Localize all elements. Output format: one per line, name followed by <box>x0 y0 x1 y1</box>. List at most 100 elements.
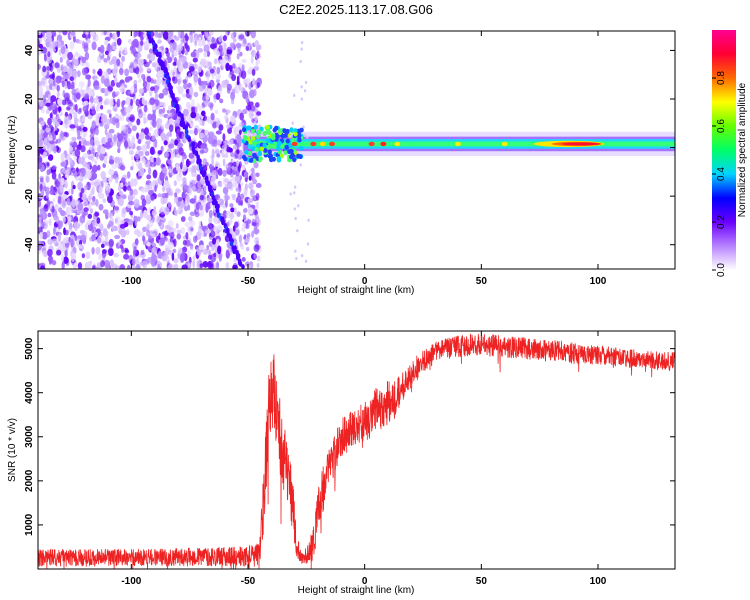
noise-blob <box>177 142 184 148</box>
noise-blob <box>39 231 43 240</box>
noise-blob <box>64 169 70 176</box>
noise-blob <box>230 151 235 158</box>
noise-blob <box>94 159 97 167</box>
carrier-blob <box>285 138 290 144</box>
noise-blob <box>44 203 48 209</box>
noise-blob <box>145 194 151 204</box>
noise-blob <box>95 246 101 255</box>
noise-blob <box>248 182 254 190</box>
noise-blob <box>77 108 82 115</box>
noise-blob <box>62 256 69 264</box>
noise-blob <box>128 116 134 121</box>
noise-blob <box>59 56 63 63</box>
noise-blob <box>299 59 302 64</box>
noise-blob <box>41 76 48 83</box>
noise-blob <box>151 62 157 68</box>
noise-blob <box>222 108 227 113</box>
streak-mark <box>198 158 202 164</box>
noise-blob <box>177 250 181 260</box>
noise-blob <box>140 194 146 201</box>
noise-blob <box>107 247 114 257</box>
noise-blob <box>113 134 117 142</box>
noise-blob <box>41 143 48 150</box>
noise-blob <box>114 118 120 123</box>
noise-blob <box>152 134 156 141</box>
snr-x-tick-label: -100 <box>121 576 141 587</box>
noise-blob <box>92 195 96 202</box>
noise-blob <box>224 183 231 189</box>
noise-blob <box>191 165 197 173</box>
noise-blob <box>215 139 222 145</box>
noise-blob <box>222 35 227 42</box>
noise-blob <box>47 212 52 218</box>
noise-blob <box>234 85 240 94</box>
noise-blob <box>251 230 255 238</box>
noise-blob <box>51 132 56 141</box>
spectrogram-marks <box>38 31 675 269</box>
noise-blob <box>184 33 188 42</box>
noise-blob <box>207 61 212 67</box>
noise-blob <box>250 49 257 58</box>
noise-blob <box>177 78 181 86</box>
noise-blob <box>184 239 191 247</box>
noise-blob <box>230 207 235 213</box>
noise-blob <box>176 59 181 67</box>
noise-blob <box>232 63 236 69</box>
noise-blob <box>91 164 98 173</box>
noise-blob <box>132 194 136 200</box>
noise-blob <box>229 203 234 208</box>
noise-blob <box>104 98 110 106</box>
noise-blob <box>155 92 158 100</box>
noise-blob <box>229 115 236 123</box>
noise-blob <box>127 90 131 95</box>
noise-blob <box>170 69 174 77</box>
noise-blob <box>45 102 52 107</box>
noise-blob <box>163 140 168 146</box>
noise-blob <box>293 191 296 195</box>
noise-blob <box>61 99 67 106</box>
noise-blob <box>229 178 233 187</box>
noise-blob <box>177 31 181 38</box>
noise-blob <box>140 40 144 46</box>
noise-blob <box>178 65 184 73</box>
noise-blob <box>38 161 43 170</box>
noise-blob <box>62 238 67 244</box>
noise-blob <box>204 129 209 136</box>
noise-blob <box>225 210 231 219</box>
noise-blob <box>74 58 79 66</box>
noise-blob <box>238 234 243 243</box>
carrier-blob <box>262 130 267 136</box>
noise-blob <box>117 133 124 142</box>
noise-blob <box>138 109 142 115</box>
carrier-blob <box>276 146 281 152</box>
noise-blob <box>172 61 177 66</box>
carrier-hotspot <box>310 141 317 147</box>
noise-blob <box>49 134 53 142</box>
streak-mark <box>232 248 236 255</box>
noise-blob <box>41 107 45 114</box>
noise-blob <box>247 264 253 269</box>
noise-blob <box>154 138 158 148</box>
noise-blob <box>124 76 129 83</box>
noise-blob <box>119 165 126 171</box>
noise-blob <box>154 99 161 107</box>
noise-blob <box>167 105 172 111</box>
noise-blob <box>162 186 166 192</box>
noise-blob <box>236 160 240 167</box>
noise-blob <box>53 146 57 154</box>
noise-blob <box>70 234 75 240</box>
noise-blob <box>158 108 163 115</box>
noise-blob <box>136 264 140 269</box>
noise-blob <box>174 192 178 198</box>
noise-blob <box>241 59 247 63</box>
noise-blob <box>163 180 170 189</box>
noise-blob <box>211 36 215 44</box>
noise-blob <box>45 38 50 47</box>
noise-blob <box>168 168 172 174</box>
noise-blob <box>64 191 69 196</box>
noise-blob <box>122 100 126 106</box>
noise-blob <box>223 55 229 64</box>
noise-blob <box>84 31 90 36</box>
noise-blob <box>135 159 140 168</box>
